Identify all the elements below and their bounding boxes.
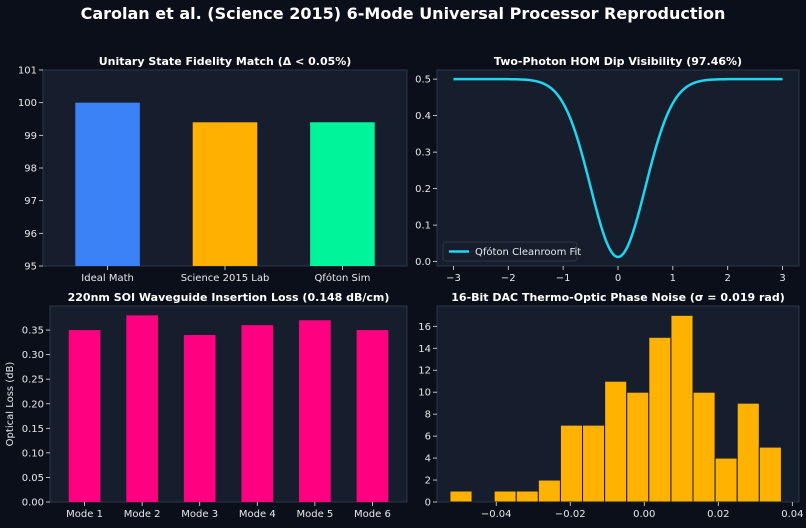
x-tick-label: 0 bbox=[615, 273, 621, 284]
y-tick-label: 0 bbox=[425, 498, 431, 509]
y-tick-label: 2 bbox=[425, 476, 431, 487]
legend-label: Qfóton Cleanroom Fit bbox=[475, 246, 581, 258]
histogram-bar bbox=[692, 391, 716, 503]
y-tick-label: 12 bbox=[418, 366, 431, 377]
phase-noise-chart: 16-Bit DAC Thermo-Optic Phase Noise (σ =… bbox=[418, 291, 803, 520]
x-tick-label: −0.04 bbox=[481, 509, 512, 520]
x-tick-label: 0.02 bbox=[707, 509, 729, 520]
y-tick-label: 95 bbox=[24, 262, 37, 273]
x-tick-label: −0.02 bbox=[555, 509, 586, 520]
histogram-bar bbox=[714, 457, 738, 503]
y-tick-label: 0.3 bbox=[415, 148, 431, 159]
histogram-bar bbox=[670, 314, 694, 503]
x-tick-label: 2 bbox=[725, 273, 731, 284]
bar bbox=[241, 325, 274, 502]
histogram-bar bbox=[648, 336, 672, 503]
y-tick-label: 96 bbox=[24, 229, 37, 240]
y-tick-label: 0.05 bbox=[22, 473, 44, 484]
y-tick-label: 16 bbox=[418, 322, 431, 333]
x-tick-label: −2 bbox=[501, 273, 516, 284]
y-tick-label: 101 bbox=[18, 66, 37, 77]
bar bbox=[299, 320, 331, 502]
insertion-loss-chart: 220nm SOI Waveguide Insertion Loss (0.14… bbox=[5, 291, 408, 520]
figure-title: Carolan et al. (Science 2015) 6-Mode Uni… bbox=[81, 4, 726, 23]
x-tick-label: Mode 6 bbox=[354, 509, 391, 520]
plot-area bbox=[436, 69, 800, 267]
histogram-bar bbox=[537, 479, 561, 503]
y-tick-label: 0.2 bbox=[415, 184, 431, 195]
y-tick-label: 4 bbox=[425, 454, 431, 465]
x-tick-label: −3 bbox=[446, 273, 461, 284]
x-tick-label: Science 2015 Lab bbox=[181, 273, 270, 284]
bar bbox=[183, 334, 216, 502]
y-tick-label: 6 bbox=[425, 432, 431, 443]
y-tick-label: 0.00 bbox=[22, 498, 44, 509]
chart-title: 220nm SOI Waveguide Insertion Loss (0.14… bbox=[68, 291, 390, 304]
x-tick-label: Mode 4 bbox=[239, 509, 276, 520]
y-tick-label: 0.0 bbox=[415, 257, 431, 268]
bar bbox=[75, 102, 140, 267]
chart-title: Two-Photon HOM Dip Visibility (97.46%) bbox=[494, 55, 742, 68]
y-tick-label: 99 bbox=[24, 131, 37, 142]
plot-area bbox=[49, 305, 408, 503]
histogram-bar bbox=[559, 424, 584, 503]
x-tick-label: Ideal Math bbox=[81, 273, 134, 284]
y-tick-label: 8 bbox=[425, 410, 431, 421]
x-tick-label: Mode 1 bbox=[66, 509, 103, 520]
y-tick-label: 0.30 bbox=[22, 350, 44, 361]
y-tick-label: 0.20 bbox=[22, 399, 44, 410]
y-tick-label: 14 bbox=[418, 344, 431, 355]
x-tick-label: Mode 2 bbox=[124, 509, 161, 520]
y-tick-label: 0.5 bbox=[415, 75, 431, 86]
histogram-bar bbox=[604, 380, 628, 503]
x-tick-label: −1 bbox=[556, 273, 571, 284]
y-tick-label: 0.1 bbox=[415, 221, 431, 232]
x-tick-label: 1 bbox=[670, 273, 676, 284]
chart-title: 16-Bit DAC Thermo-Optic Phase Noise (σ =… bbox=[451, 291, 784, 304]
fidelity-chart: Unitary State Fidelity Match (Δ < 0.05%)… bbox=[18, 55, 408, 284]
histogram-bar bbox=[515, 490, 539, 503]
legend bbox=[442, 241, 578, 262]
y-tick-label: 0.25 bbox=[22, 375, 44, 386]
y-tick-label: 0.35 bbox=[22, 326, 44, 337]
y-axis-label: Optical Loss (dB) bbox=[5, 362, 16, 447]
bar bbox=[126, 315, 158, 502]
x-tick-label: Mode 5 bbox=[296, 509, 333, 520]
y-tick-label: 0.10 bbox=[22, 448, 44, 459]
histogram-bar bbox=[582, 424, 606, 503]
chart-title: Unitary State Fidelity Match (Δ < 0.05%) bbox=[99, 55, 352, 68]
histogram-bar bbox=[736, 402, 760, 503]
bar bbox=[68, 330, 101, 502]
x-tick-label: Mode 3 bbox=[181, 509, 218, 520]
hom-dip-line bbox=[453, 77, 783, 259]
histogram-bar bbox=[758, 446, 782, 503]
histogram-bar bbox=[626, 391, 650, 503]
histogram-bar bbox=[449, 490, 473, 503]
x-tick-label: 0.00 bbox=[633, 509, 655, 520]
histogram-bar bbox=[493, 490, 517, 503]
y-tick-label: 98 bbox=[24, 164, 37, 175]
bar bbox=[310, 122, 375, 267]
bar bbox=[356, 330, 389, 502]
y-tick-label: 100 bbox=[18, 98, 37, 109]
hom-dip-chart: Two-Photon HOM Dip Visibility (97.46%) 0.… bbox=[415, 55, 800, 284]
bar bbox=[192, 122, 258, 267]
y-tick-label: 0.4 bbox=[415, 111, 431, 122]
x-tick-label: 0.04 bbox=[781, 509, 803, 520]
x-tick-label: 3 bbox=[779, 273, 785, 284]
y-tick-label: 10 bbox=[418, 388, 431, 399]
x-tick-label: Qfóton Sim bbox=[314, 272, 370, 284]
y-tick-label: 0.15 bbox=[22, 424, 44, 435]
y-tick-label: 97 bbox=[24, 196, 37, 207]
